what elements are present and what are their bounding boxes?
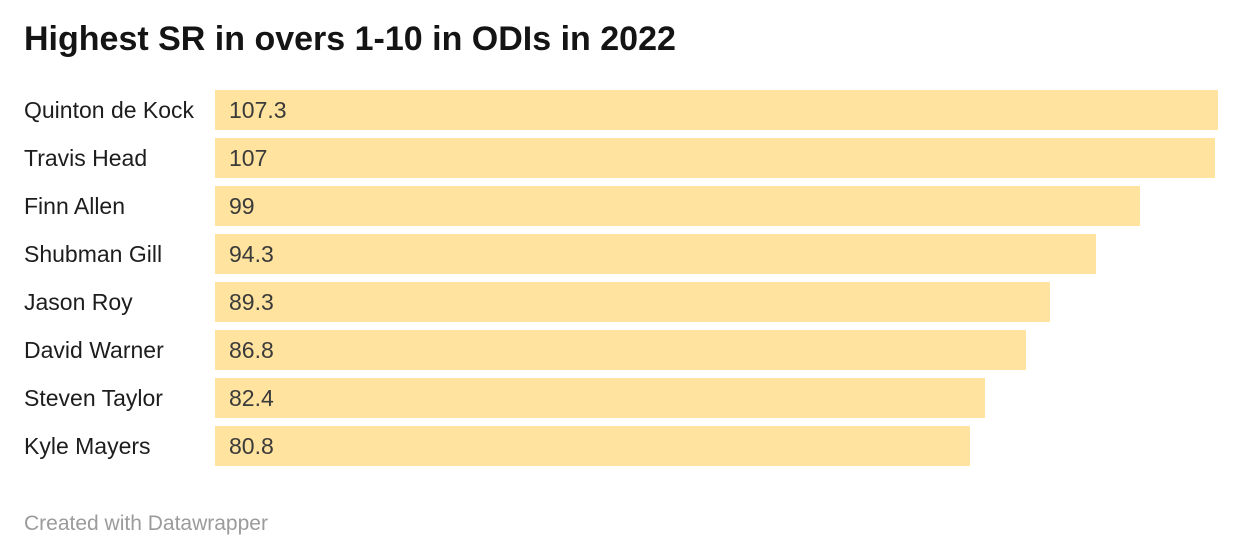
category-label: Finn Allen	[24, 193, 126, 219]
attribution-link[interactable]: Created with Datawrapper	[24, 512, 268, 535]
value-label: 89.3	[229, 288, 274, 315]
bar: 80.8	[215, 426, 971, 466]
bar-row: Steven Taylor 82.4	[24, 378, 1218, 418]
bar-track: 86.8	[215, 330, 1218, 370]
bar-track: 107	[215, 138, 1218, 178]
bar-row: Kyle Mayers 80.8	[24, 426, 1218, 466]
bar-track: 94.3	[215, 234, 1218, 274]
category-label: Steven Taylor	[24, 385, 163, 411]
chart-title: Highest SR in overs 1-10 in ODIs in 2022	[24, 20, 676, 58]
bar-track: 99	[215, 186, 1218, 226]
bar-chart: Quinton de Kock 107.3 Travis Head 107 Fi…	[0, 90, 1240, 466]
bar-row: Shubman Gill 94.3	[24, 234, 1218, 274]
bar-row: Finn Allen 99	[24, 186, 1218, 226]
bar: 86.8	[215, 330, 1027, 370]
bar: 89.3	[215, 282, 1050, 322]
category-label: Travis Head	[24, 145, 148, 171]
bar: 107.3	[215, 90, 1218, 130]
category-label: Shubman Gill	[24, 241, 163, 267]
bar-track: 107.3	[215, 90, 1218, 130]
category-label: Kyle Mayers	[24, 433, 151, 459]
value-label: 82.4	[229, 384, 274, 411]
category-label: David Warner	[24, 337, 164, 363]
bar-track: 80.8	[215, 426, 1218, 466]
bar-track: 89.3	[215, 282, 1218, 322]
bar-row: Travis Head 107	[24, 138, 1218, 178]
bar-row: Quinton de Kock 107.3	[24, 90, 1218, 130]
bar-row: Jason Roy 89.3	[24, 282, 1218, 322]
category-label: Jason Roy	[24, 289, 133, 315]
value-label: 107.3	[229, 96, 287, 123]
bar: 82.4	[215, 378, 986, 418]
value-label: 86.8	[229, 336, 274, 363]
category-label: Quinton de Kock	[24, 97, 195, 123]
bar-track: 82.4	[215, 378, 1218, 418]
value-label: 94.3	[229, 240, 274, 267]
value-label: 80.8	[229, 432, 274, 459]
bar: 94.3	[215, 234, 1097, 274]
bar: 99	[215, 186, 1141, 226]
value-label: 107	[229, 144, 268, 171]
bar-row: David Warner 86.8	[24, 330, 1218, 370]
bar: 107	[215, 138, 1216, 178]
value-label: 99	[229, 192, 255, 219]
